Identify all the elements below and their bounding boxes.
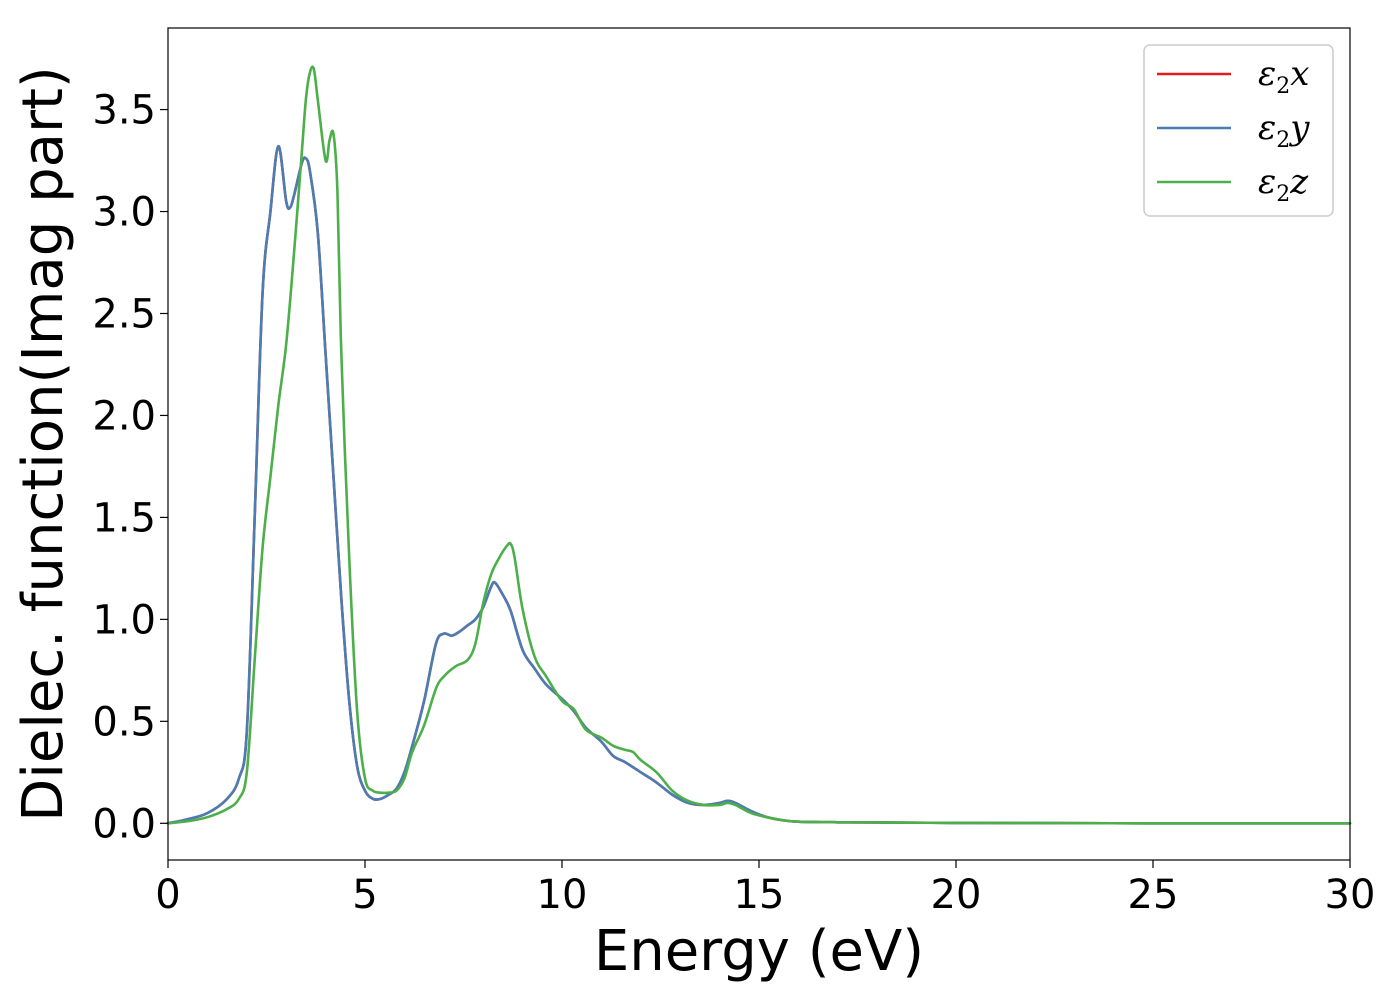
x-tick-label: 20: [931, 872, 982, 918]
x-tick-label: 0: [155, 872, 180, 918]
y-tick-label: 1.5: [92, 495, 156, 541]
x-tick-label: 25: [1128, 872, 1179, 918]
x-tick-label: 10: [537, 872, 588, 918]
legend: ε2x ε2y ε2z: [1143, 44, 1334, 217]
legend-box: [1143, 44, 1334, 217]
y-axis: 0.0 0.5 1.0 1.5 2.0 2.5 3.0 3.5: [92, 88, 168, 847]
x-axis: 0 5 10 15 20 25 30: [155, 860, 1375, 918]
x-tick-label: 30: [1325, 872, 1376, 918]
y-tick-label: 0.5: [92, 699, 156, 745]
y-tick-label: 2.0: [92, 393, 156, 439]
series-line-y: [166, 144, 1352, 825]
series-line-z: [166, 65, 1352, 825]
y-axis-label: Dielec. function(Imag part): [11, 66, 76, 822]
legend-label-x: ε2x: [1258, 54, 1309, 99]
legend-label-y: ε2y: [1258, 108, 1310, 153]
y-tick-label: 3.5: [92, 88, 156, 134]
y-tick-label: 3.0: [92, 190, 156, 236]
series-layer: [166, 65, 1352, 825]
legend-label-z: ε2z: [1258, 162, 1309, 207]
x-tick-label: 15: [734, 872, 785, 918]
y-tick-label: 1.0: [92, 597, 156, 643]
y-tick-label: 0.0: [92, 801, 156, 847]
x-axis-label: Energy (eV): [594, 919, 924, 984]
x-tick-label: 5: [352, 872, 377, 918]
y-tick-label: 2.5: [92, 291, 156, 337]
